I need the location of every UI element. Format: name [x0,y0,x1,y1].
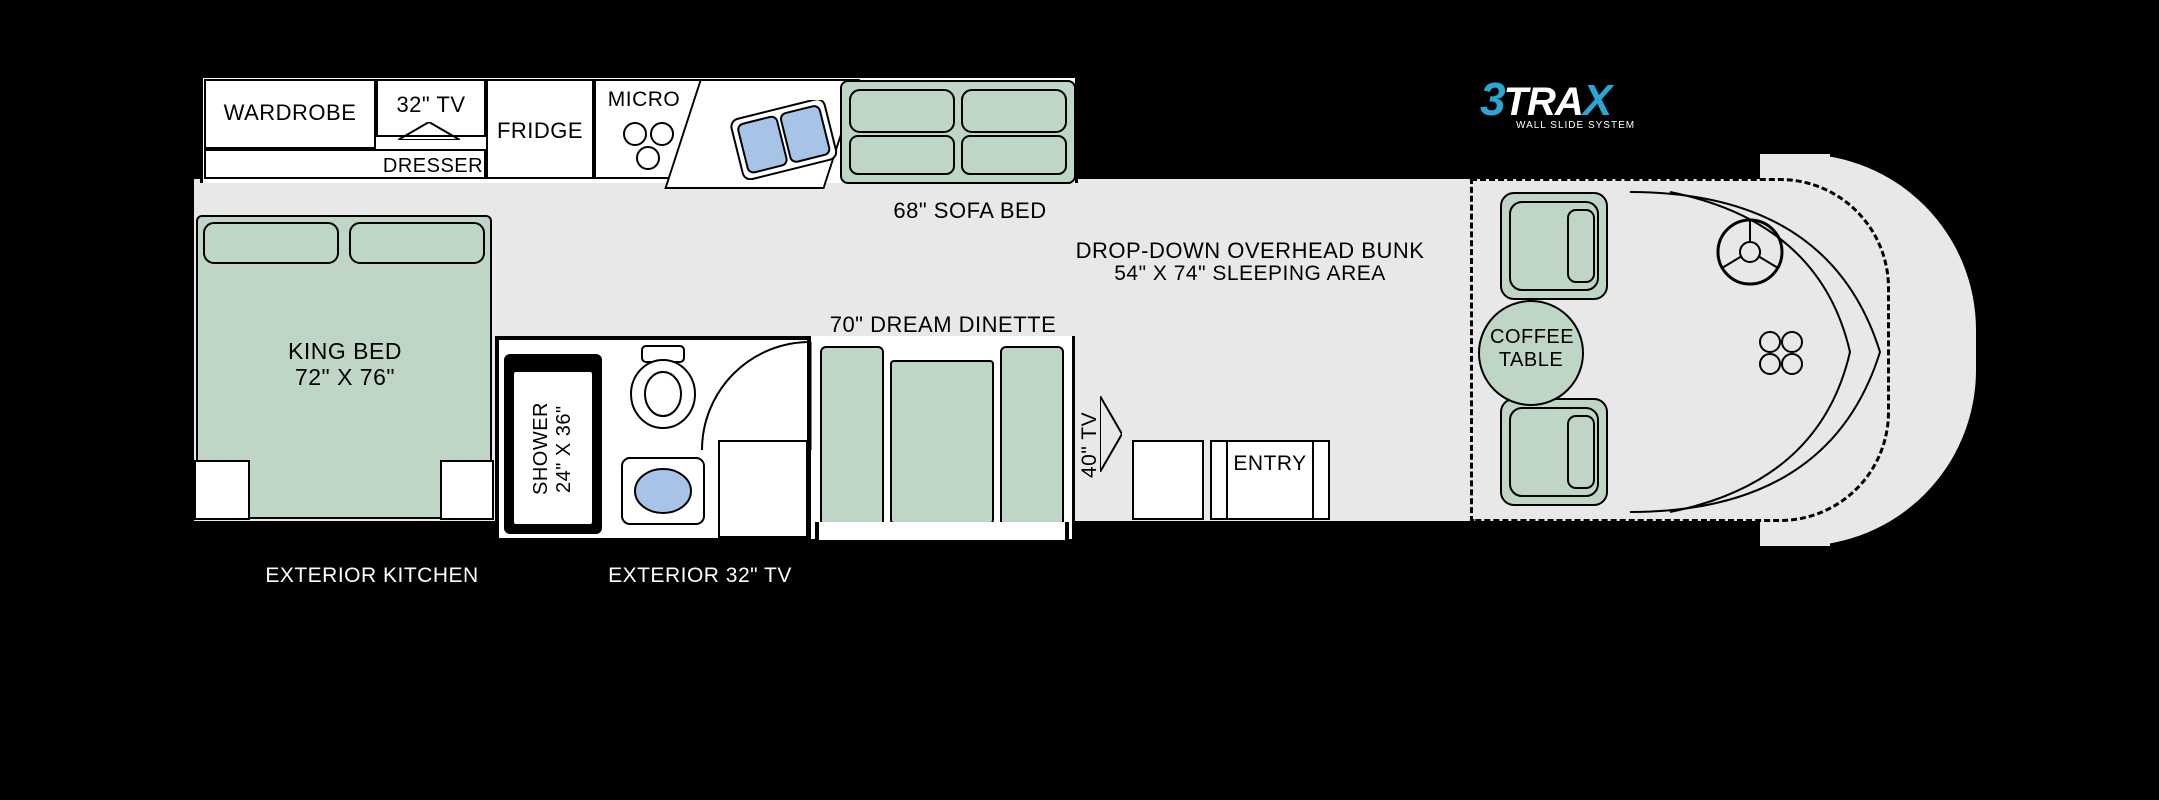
tv40-mount-icon [1100,396,1122,472]
micro-label: MICRO [604,88,684,112]
bunk-label-2: 54" X 74" SLEEPING AREA [1080,262,1420,286]
fridge-label: FRIDGE [494,118,586,143]
entry-cabinet [1132,440,1204,520]
coffee-label: COFFEE TABLE [1490,326,1572,372]
tv40-label: 40" TV [1078,390,1102,500]
dinette-slide-bump [815,522,1069,544]
ext-tv-label: EXTERIOR 32" TV [600,564,800,588]
king-bed-pillows [200,219,488,267]
tv32-label: 32" TV [382,92,480,117]
shower-label: SHOWER24" X 36" [530,384,576,514]
bunk-label-1: DROP-DOWN OVERHEAD BUNK [1050,238,1450,263]
sink-icon [730,100,840,180]
tv-mount-icon [398,122,460,140]
sofa-label: 68" SOFA BED [860,198,1080,223]
dinette-bench-left [820,346,884,536]
dinette-table [890,360,994,524]
kingbed-label: KING BED72" X 76" [240,338,450,391]
exterior-tv-bump [620,540,750,554]
passenger-seat-detail [1506,404,1602,500]
dinette-label: 70" DREAM DINETTE [818,312,1068,337]
sofa-cushions [848,88,1068,176]
trax-logo: 3TRAX WALL SLIDE SYSTEM [1480,72,1710,128]
bath-counter [718,440,808,538]
nightstand-right [440,460,494,520]
nightstand-left [194,460,250,520]
dinette-bench-right [1000,346,1064,536]
toilet-icon [624,344,702,430]
bathsink-icon [620,456,706,526]
dresser-label: DRESSER [378,155,488,178]
dashboard [1630,182,1910,522]
entry-label: ENTRY [1230,452,1310,476]
driver-seat-detail [1506,198,1602,294]
ext-kitchen-label: EXTERIOR KITCHEN [252,564,492,588]
wardrobe-label: WARDROBE [220,100,360,125]
